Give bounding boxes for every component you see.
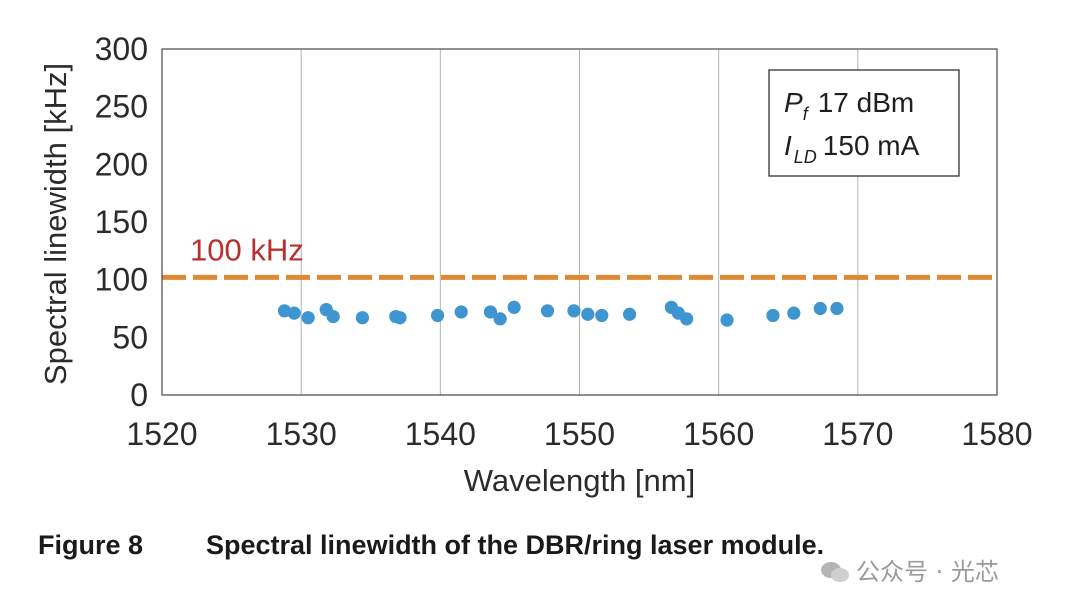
figure-caption-text: Spectral linewidth of the DBR/ring laser…: [206, 530, 825, 560]
y-tick-label-0: 0: [130, 377, 148, 413]
legend-current: I LD 150 mA: [784, 130, 920, 167]
y-tick-label-200: 200: [95, 146, 148, 182]
data-point-0-16: [595, 308, 609, 323]
figure-number: Figure 8: [38, 530, 144, 560]
x-tick-label-1580: 1580: [961, 416, 1032, 452]
legend-power-subscript: f: [803, 104, 810, 124]
wechat-icon: [821, 562, 849, 582]
data-point-0-1: [287, 306, 301, 320]
legend: Pf 17 dBm I LD 150 mA: [768, 69, 960, 177]
y-tick-label-100: 100: [95, 262, 148, 298]
legend-current-value: 150 mA: [823, 130, 920, 161]
y-tick-label-150: 150: [95, 204, 148, 240]
data-point-0-17: [623, 307, 637, 321]
x-tick-label-1550: 1550: [544, 416, 615, 452]
reference-label: 100 kHz: [190, 232, 304, 267]
data-points: [277, 300, 844, 327]
x-axis-title: Wavelength [nm]: [464, 463, 695, 498]
legend-power-value: 17 dBm: [818, 87, 915, 118]
data-point-0-14: [567, 304, 581, 318]
data-point-0-9: [454, 305, 468, 319]
data-point-0-2: [301, 311, 315, 325]
x-tick-label-1520: 1520: [126, 416, 197, 452]
x-tick-label-1540: 1540: [405, 416, 476, 452]
data-point-0-24: [813, 301, 827, 316]
y-tick-label-300: 300: [95, 31, 148, 67]
data-point-0-8: [430, 308, 445, 323]
legend-current-symbol: I: [784, 130, 792, 161]
y-tick-labels: 0 50 100 150 200 250 300: [95, 31, 148, 413]
data-point-0-22: [766, 308, 780, 323]
x-tick-label-1570: 1570: [822, 416, 893, 452]
data-point-0-10: [483, 305, 498, 319]
data-point-0-4: [326, 309, 340, 324]
watermark-text: 公众号 · 光芯: [856, 558, 999, 586]
watermark: 公众号 · 光芯: [820, 552, 999, 587]
data-point-0-25: [830, 301, 844, 316]
legend-power-symbol: P: [784, 87, 803, 118]
data-point-0-12: [507, 300, 521, 314]
figure-caption: Figure 8 Spectral linewidth of the DBR/ri…: [38, 530, 824, 561]
data-point-0-15: [581, 307, 595, 321]
legend-box: [768, 69, 960, 177]
x-tick-labels: 1520 1530 1540 1550 1560 1570 1580: [126, 416, 1032, 452]
plot-frame: [161, 48, 998, 396]
linewidth-chart: 1520 1530 1540 1550 1560 1570 1580 0 50 100 150 20…: [38, 31, 1033, 498]
data-point-0-23: [787, 306, 801, 320]
y-tick-label-50: 50: [112, 319, 148, 355]
x-tick-label-1530: 1530: [266, 416, 337, 452]
x-tick-label-1560: 1560: [683, 416, 754, 452]
data-point-0-20: [680, 312, 694, 326]
y-axis-title: Spectral linewidth [kHz]: [38, 63, 73, 385]
data-point-0-11: [493, 312, 507, 326]
y-tick-label-250: 250: [95, 89, 148, 125]
data-point-0-13: [540, 304, 555, 318]
legend-current-subscript: LD: [794, 147, 817, 167]
data-point-0-5: [355, 311, 369, 325]
data-point-0-21: [720, 313, 734, 327]
legend-power: Pf 17 dBm: [784, 87, 914, 124]
data-point-0-7: [393, 311, 407, 325]
